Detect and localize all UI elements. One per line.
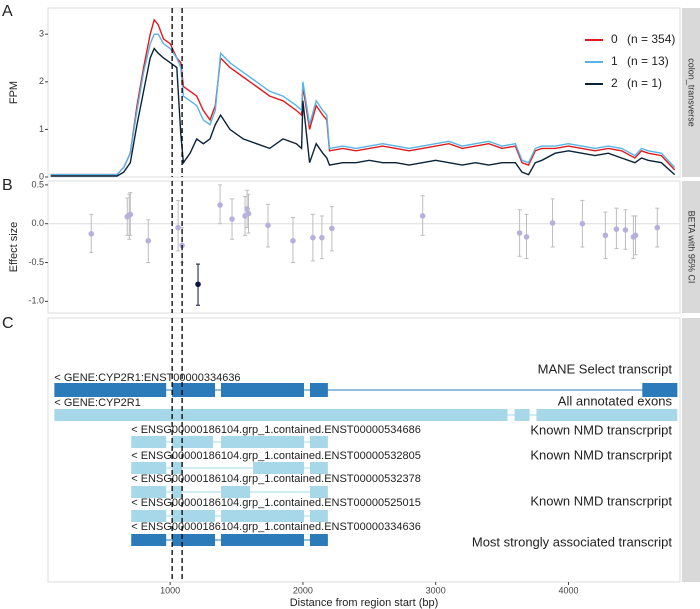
fpm-line bbox=[50, 33, 676, 176]
legend-count: (n = 354) bbox=[627, 32, 675, 46]
beta-point bbox=[622, 227, 629, 233]
beta-point bbox=[195, 281, 201, 288]
strip-text: BETA with 95% CI bbox=[687, 211, 697, 284]
exon bbox=[131, 534, 167, 546]
x-tick-label: 1000 bbox=[160, 585, 180, 595]
beta-point bbox=[602, 232, 609, 239]
track-label: < ENSG00000186104.grp_1.contained.ENST00… bbox=[131, 521, 421, 533]
exon bbox=[309, 462, 328, 474]
beta-point bbox=[290, 237, 296, 244]
x-axis-title: Distance from region start (bp) bbox=[290, 597, 439, 609]
beta-point bbox=[175, 224, 181, 231]
exon bbox=[514, 409, 530, 421]
exon bbox=[172, 383, 216, 397]
y-tick-label: 0 bbox=[39, 171, 44, 181]
beta-point bbox=[245, 210, 252, 217]
x-tick-label: 4000 bbox=[558, 585, 578, 595]
beta-point bbox=[516, 230, 523, 236]
exon bbox=[221, 510, 304, 522]
beta-point bbox=[217, 202, 223, 208]
track-note: Most strongly associated transcript bbox=[472, 534, 673, 549]
exon bbox=[172, 462, 183, 474]
y-axis-title: Effect size bbox=[8, 222, 20, 273]
exon bbox=[642, 383, 678, 397]
track-label: < ENSG00000186104.grp_1.contained.ENST00… bbox=[131, 450, 421, 462]
track-note: Known NMD transcrpript bbox=[530, 422, 672, 437]
track-note: Known NMD transcrpript bbox=[530, 493, 672, 508]
x-tick-label: 2000 bbox=[293, 585, 313, 595]
exon bbox=[253, 462, 304, 474]
legend-count: (n = 13) bbox=[627, 54, 669, 68]
panel-b bbox=[47, 180, 681, 314]
y-tick-label: -1.0 bbox=[28, 296, 44, 306]
exon bbox=[536, 409, 678, 421]
track-label: < ENSG00000186104.grp_1.contained.ENST00… bbox=[131, 473, 421, 485]
y-tick-label: 1 bbox=[39, 124, 44, 134]
beta-point bbox=[613, 226, 620, 232]
strip-b bbox=[682, 181, 700, 313]
exon bbox=[54, 409, 508, 421]
panel-letter: B bbox=[2, 177, 13, 194]
exon bbox=[131, 510, 167, 522]
track-label: < ENSG00000186104.grp_1.contained.ENST00… bbox=[131, 424, 421, 436]
exon bbox=[221, 436, 304, 448]
legend-name: 2 bbox=[611, 76, 618, 90]
fpm-line bbox=[50, 18, 676, 176]
beta-point bbox=[265, 222, 271, 229]
x-tick-label: 3000 bbox=[426, 585, 446, 595]
beta-point bbox=[127, 211, 134, 218]
y-tick-label: 3 bbox=[39, 29, 44, 39]
track-label: < GENE:CYP2R1:ENST00000334636 bbox=[54, 372, 240, 384]
panel-letter: C bbox=[2, 315, 14, 332]
exon bbox=[309, 534, 328, 546]
exon bbox=[221, 383, 304, 397]
exon bbox=[309, 383, 328, 397]
track-label: < ENSG00000186104.grp_1.contained.ENST00… bbox=[131, 497, 421, 509]
exon bbox=[54, 383, 167, 397]
strip-a bbox=[682, 8, 700, 177]
track-note: All annotated exons bbox=[558, 393, 673, 408]
exon bbox=[131, 436, 167, 448]
strip-c bbox=[682, 318, 700, 582]
beta-point bbox=[329, 225, 335, 232]
exon bbox=[221, 486, 251, 498]
beta-point bbox=[579, 220, 586, 227]
fpm-line bbox=[50, 47, 676, 177]
exon bbox=[131, 462, 167, 474]
legend-name: 0 bbox=[611, 32, 618, 46]
track-note: MANE Select transcript bbox=[538, 361, 673, 376]
y-axis-title: FPM bbox=[8, 81, 20, 104]
beta-point bbox=[88, 231, 95, 237]
track-label: < GENE:CYP2R1 bbox=[54, 397, 141, 409]
y-tick-label: 2 bbox=[39, 76, 44, 86]
exon bbox=[172, 436, 214, 448]
panel-letter: A bbox=[2, 3, 13, 20]
track-note: Known NMD transcrpript bbox=[530, 447, 672, 462]
beta-point bbox=[145, 237, 152, 244]
exon bbox=[309, 510, 328, 522]
beta-point bbox=[419, 213, 426, 219]
strip-text: colon_transverse bbox=[687, 58, 697, 127]
beta-point bbox=[310, 234, 316, 241]
beta-point bbox=[319, 234, 325, 241]
beta-point bbox=[523, 234, 530, 240]
exon bbox=[172, 486, 183, 498]
beta-point bbox=[549, 220, 556, 226]
y-tick-label: -0.5 bbox=[28, 257, 44, 267]
beta-point bbox=[654, 224, 661, 231]
legend-name: 1 bbox=[611, 54, 618, 68]
beta-point bbox=[229, 216, 235, 222]
y-tick-label: 0.0 bbox=[31, 218, 44, 228]
exon bbox=[172, 510, 216, 522]
exon bbox=[131, 486, 167, 498]
legend-count: (n = 1) bbox=[627, 76, 662, 90]
y-tick-label: 0.5 bbox=[31, 179, 44, 189]
exon bbox=[221, 534, 304, 546]
beta-point bbox=[632, 232, 639, 239]
exon bbox=[172, 534, 216, 546]
exon bbox=[309, 486, 328, 498]
exon bbox=[309, 436, 328, 448]
